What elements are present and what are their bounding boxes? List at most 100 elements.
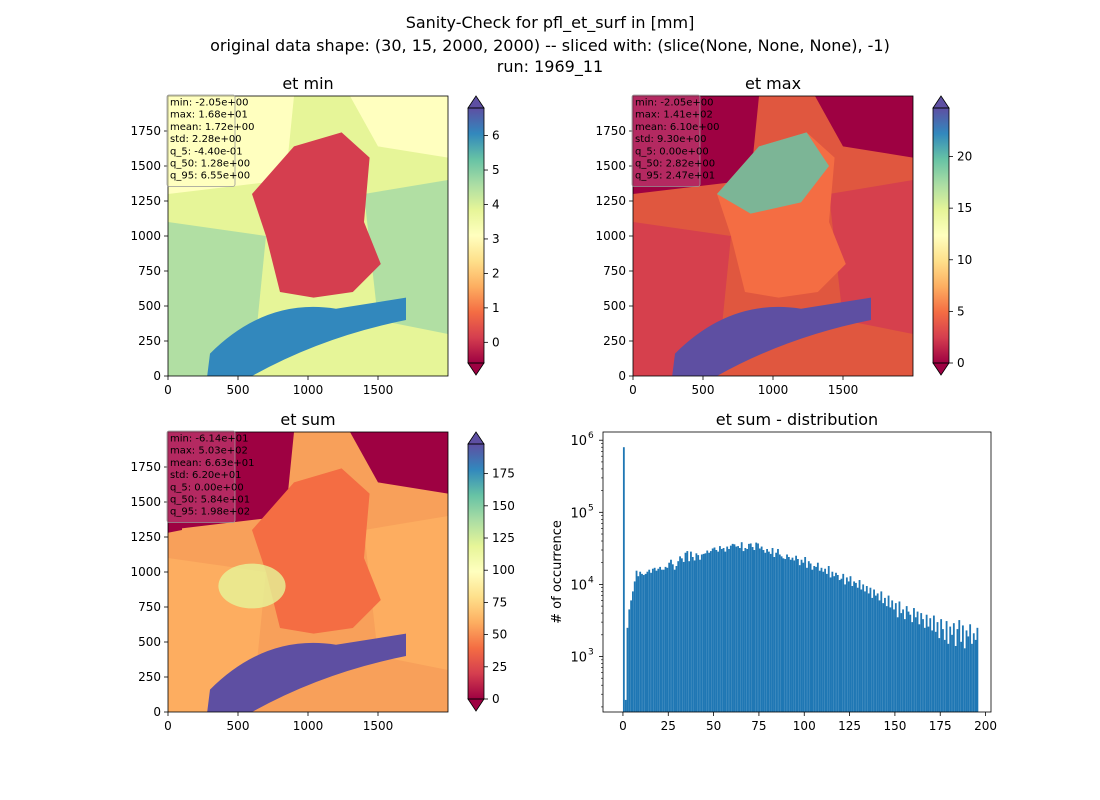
histogram-bar xyxy=(856,587,859,712)
histogram-bar xyxy=(751,547,754,712)
y-tick-label: 10 xyxy=(570,434,587,449)
histogram-bar xyxy=(972,633,975,712)
histogram-bar xyxy=(831,571,834,712)
colorbar: 0 1 2 3 4 5 6 xyxy=(467,95,500,376)
colorbar-tick-label: 25 xyxy=(492,660,507,674)
y-tick-label: 10 xyxy=(570,578,587,593)
histogram-bar xyxy=(824,568,827,712)
histogram-bar xyxy=(728,548,730,712)
histogram-bar xyxy=(971,643,973,712)
x-tick-label: 1500 xyxy=(363,383,394,397)
histogram-bar xyxy=(889,607,892,712)
x-tick-label: 0 xyxy=(164,383,172,397)
colorbar-tick-label: 10 xyxy=(957,253,972,267)
histogram-bar xyxy=(949,626,952,712)
y-tick-label: 750 xyxy=(138,600,161,614)
histogram-bar xyxy=(804,557,807,712)
histogram-bar xyxy=(688,561,691,712)
histogram-bar xyxy=(976,627,979,712)
histogram-bar xyxy=(753,550,756,712)
histogram-bar xyxy=(624,699,627,712)
histogram-bar xyxy=(711,548,714,712)
map-region-highlight xyxy=(717,132,829,214)
histogram-bar xyxy=(758,548,761,712)
histogram-bar xyxy=(637,576,640,712)
y-tick-exponent: 5 xyxy=(588,503,594,513)
histogram-bar xyxy=(932,615,935,712)
stats-line: min: -6.14e+01 xyxy=(170,434,249,445)
y-tick-label: 750 xyxy=(603,264,626,278)
histogram-bar xyxy=(762,550,765,712)
histogram-bar xyxy=(862,584,865,712)
histogram-bar xyxy=(833,576,836,712)
y-tick-label: 250 xyxy=(138,334,161,348)
histogram-bar xyxy=(853,581,856,712)
stats-line: mean: 6.63e+01 xyxy=(170,458,254,469)
histogram-bar xyxy=(867,593,870,712)
map-region-alps xyxy=(207,633,406,712)
histogram-bar xyxy=(684,552,687,712)
histogram-bar xyxy=(746,548,749,712)
histogram-bar xyxy=(938,638,941,712)
colorbar-extend-max xyxy=(467,431,485,445)
histogram-bar xyxy=(869,587,872,712)
colorbar-tick-label: 75 xyxy=(492,595,507,609)
x-tick-label: 50 xyxy=(706,719,721,733)
histogram-bar xyxy=(965,630,968,712)
histogram-bar xyxy=(668,562,671,712)
histogram-bar xyxy=(702,553,705,712)
histogram-bar xyxy=(925,614,928,712)
histogram-bar xyxy=(695,553,698,712)
histogram-bar xyxy=(905,606,908,712)
histogram-bar xyxy=(650,572,652,712)
colorbar-tick-label: 5 xyxy=(492,163,500,177)
panel-title: et min xyxy=(282,74,333,93)
colorbar-frame xyxy=(467,443,485,700)
stats-line: q_95: 2.47e+01 xyxy=(635,171,715,182)
stats-line: min: -2.05e+00 xyxy=(170,98,249,109)
histogram-bar xyxy=(744,547,747,712)
histogram-bar xyxy=(731,543,734,712)
histogram-bar xyxy=(891,600,894,712)
histogram-bar xyxy=(679,556,681,712)
histogram-bar xyxy=(755,542,758,712)
histogram-bar xyxy=(963,648,966,712)
histogram-bar xyxy=(626,627,629,712)
y-tick-label: 1500 xyxy=(595,159,626,173)
stats-line: max: 5.03e+02 xyxy=(170,446,248,457)
histogram-bar xyxy=(795,555,797,712)
histogram-bar xyxy=(648,569,651,712)
colorbar-tick-label: 1 xyxy=(492,301,500,315)
stats-line: min: -2.05e+00 xyxy=(635,98,714,109)
histogram-bar xyxy=(860,589,863,712)
colorbar-extend-max xyxy=(932,95,950,109)
y-tick-label: 0 xyxy=(618,369,626,383)
histogram-bar xyxy=(816,562,819,712)
histogram-bar xyxy=(829,577,832,712)
histogram-bar xyxy=(880,591,883,712)
histogram-bar xyxy=(651,568,654,712)
y-tick-label: 1000 xyxy=(130,229,161,243)
stats-line: mean: 1.72e+00 xyxy=(170,122,254,133)
histogram-bar xyxy=(954,645,957,712)
colorbar-gradient xyxy=(468,444,484,699)
histogram-bar xyxy=(791,557,794,712)
histogram-bar xyxy=(896,617,899,712)
histogram-bar xyxy=(936,622,939,712)
histogram-bar xyxy=(822,571,825,712)
histogram-bar xyxy=(729,545,732,712)
stats-line: std: 2.28e+00 xyxy=(170,134,242,145)
map-region-germany xyxy=(252,132,381,298)
histogram-bar xyxy=(691,557,694,712)
histogram-bar xyxy=(807,561,810,712)
histogram-bar xyxy=(670,559,672,712)
histogram-bar xyxy=(909,614,912,712)
y-tick-label: 10 xyxy=(570,651,587,666)
histogram-bar xyxy=(887,595,890,712)
stats-line: q_95: 1.98e+02 xyxy=(170,507,250,518)
colorbar-tick-label: 0 xyxy=(957,356,965,370)
figure-title-line2: original data shape: (30, 15, 2000, 2000… xyxy=(210,36,890,55)
